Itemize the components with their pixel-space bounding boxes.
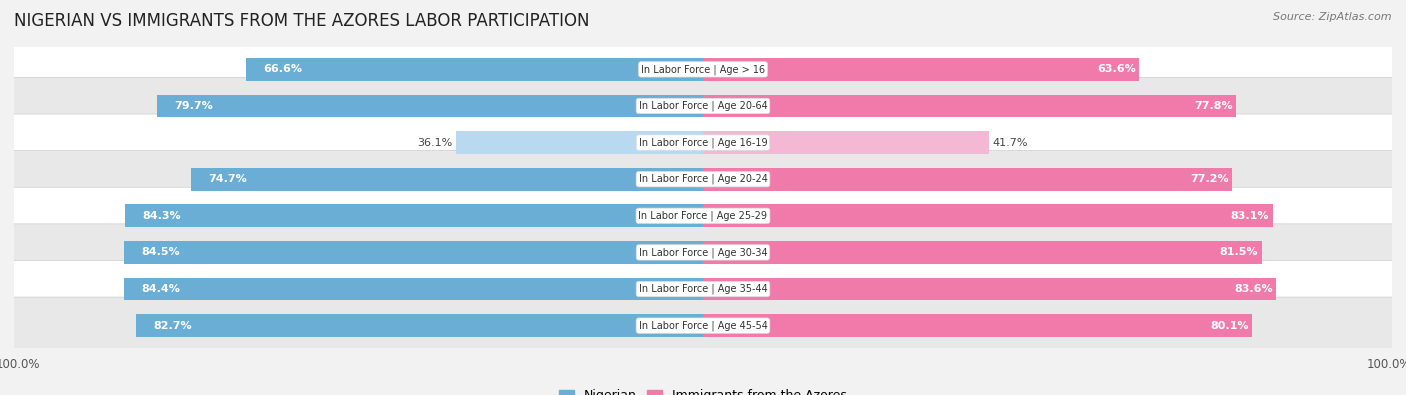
Text: 74.7%: 74.7% [208,174,247,184]
Text: In Labor Force | Age 20-24: In Labor Force | Age 20-24 [638,174,768,184]
Bar [703,168,1232,190]
Text: 77.2%: 77.2% [1189,174,1229,184]
FancyBboxPatch shape [13,224,1393,281]
Bar [124,241,703,264]
Bar [136,314,703,337]
Bar [703,241,1261,264]
Text: 41.7%: 41.7% [993,137,1028,148]
Text: 84.4%: 84.4% [142,284,180,294]
Text: 80.1%: 80.1% [1211,321,1249,331]
Bar [191,168,703,190]
Text: 77.8%: 77.8% [1194,101,1233,111]
Text: 84.5%: 84.5% [141,247,180,258]
Text: 82.7%: 82.7% [153,321,191,331]
Text: 66.6%: 66.6% [263,64,302,74]
Legend: Nigerian, Immigrants from the Azores: Nigerian, Immigrants from the Azores [554,384,852,395]
Bar [703,58,1139,81]
Text: 83.6%: 83.6% [1234,284,1272,294]
Bar [156,95,703,117]
Text: 81.5%: 81.5% [1220,247,1258,258]
FancyBboxPatch shape [13,187,1393,245]
FancyBboxPatch shape [13,77,1393,135]
Text: 63.6%: 63.6% [1097,64,1136,74]
Text: Source: ZipAtlas.com: Source: ZipAtlas.com [1274,12,1392,22]
Bar [124,278,703,300]
FancyBboxPatch shape [13,150,1393,208]
Bar [456,131,703,154]
Text: In Labor Force | Age 16-19: In Labor Force | Age 16-19 [638,137,768,148]
Text: 84.3%: 84.3% [142,211,181,221]
FancyBboxPatch shape [13,114,1393,171]
Bar [246,58,703,81]
Bar [703,131,988,154]
Bar [703,314,1253,337]
Bar [125,205,703,227]
Text: NIGERIAN VS IMMIGRANTS FROM THE AZORES LABOR PARTICIPATION: NIGERIAN VS IMMIGRANTS FROM THE AZORES L… [14,12,589,30]
Text: 36.1%: 36.1% [416,137,453,148]
Text: In Labor Force | Age 45-54: In Labor Force | Age 45-54 [638,320,768,331]
Text: In Labor Force | Age 25-29: In Labor Force | Age 25-29 [638,211,768,221]
Text: In Labor Force | Age 30-34: In Labor Force | Age 30-34 [638,247,768,258]
Bar [703,205,1272,227]
Bar [703,278,1277,300]
Text: 79.7%: 79.7% [174,101,212,111]
FancyBboxPatch shape [13,260,1393,318]
Text: In Labor Force | Age 20-64: In Labor Force | Age 20-64 [638,101,768,111]
Text: 83.1%: 83.1% [1230,211,1270,221]
Text: In Labor Force | Age 35-44: In Labor Force | Age 35-44 [638,284,768,294]
Bar [703,95,1236,117]
FancyBboxPatch shape [13,41,1393,98]
FancyBboxPatch shape [13,297,1393,354]
Text: In Labor Force | Age > 16: In Labor Force | Age > 16 [641,64,765,75]
